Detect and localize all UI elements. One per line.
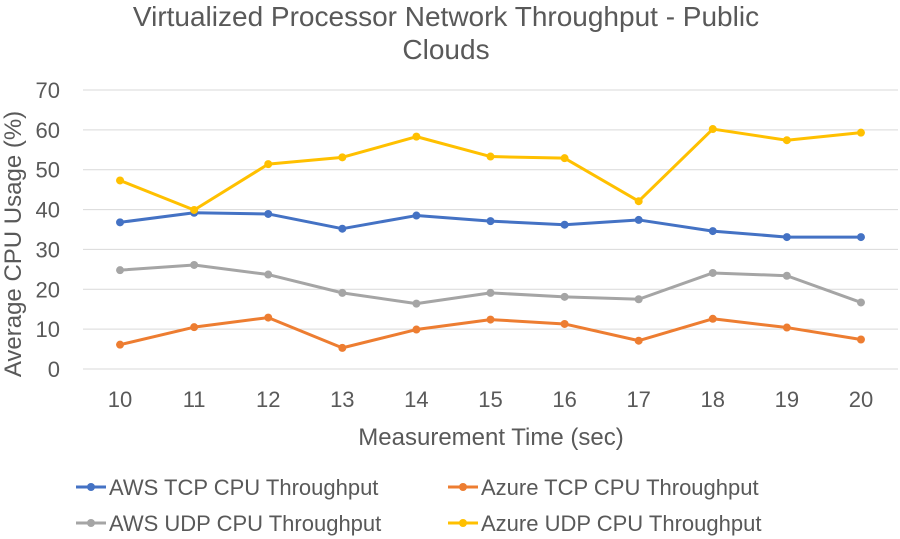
x-tick-label: 15 (478, 387, 502, 412)
chart-title: Virtualized Processor Network Throughput… (133, 1, 759, 65)
data-point (264, 270, 273, 279)
data-point (338, 288, 347, 297)
x-tick-label: 20 (849, 387, 873, 412)
y-tick-label: 0 (48, 357, 60, 382)
data-point (486, 315, 495, 324)
legend-swatch-marker (459, 519, 467, 527)
data-point (338, 343, 347, 352)
x-tick-label: 16 (552, 387, 576, 412)
x-tick-label: 17 (626, 387, 650, 412)
data-point (116, 218, 125, 227)
data-point (116, 340, 125, 349)
data-point (560, 154, 569, 163)
x-axis-label: Measurement Time (sec) (358, 424, 623, 451)
data-point (782, 136, 791, 145)
data-point (856, 335, 865, 344)
x-tick-label: 12 (256, 387, 280, 412)
data-point (634, 215, 643, 224)
legend-label: Azure UDP CPU Throughput (481, 511, 761, 536)
chart-title-line-1: Virtualized Processor Network Throughput… (133, 1, 759, 32)
legend-swatch-marker (87, 483, 95, 491)
legend-item: Azure TCP CPU Throughput (448, 475, 759, 500)
y-axis-tick-labels: 0 10 20 30 40 50 60 70 (36, 78, 60, 382)
data-point (338, 153, 347, 162)
x-tick-label: 11 (183, 387, 206, 412)
data-point (412, 211, 421, 220)
series-1 (116, 208, 865, 242)
data-point (264, 160, 273, 169)
data-point (782, 323, 791, 332)
x-tick-label: 19 (775, 387, 799, 412)
x-tick-label: 10 (108, 387, 132, 412)
data-point (560, 292, 569, 301)
legend-swatch-marker (459, 483, 467, 491)
series-3 (116, 260, 865, 308)
data-point (412, 325, 421, 334)
series-line (119, 263, 862, 306)
data-point (264, 313, 273, 322)
legend-item: AWS TCP CPU Throughput (76, 475, 378, 500)
legend-label: Azure TCP CPU Throughput (481, 475, 759, 500)
x-tick-label: 13 (330, 387, 354, 412)
y-tick-label: 30 (36, 237, 60, 262)
series-2 (116, 313, 865, 352)
data-point (560, 220, 569, 229)
legend-label: AWS UDP CPU Throughput (109, 511, 381, 536)
data-point (486, 217, 495, 226)
y-tick-label: 20 (36, 277, 60, 302)
x-axis-tick-labels: 10 11 12 13 14 15 16 17 18 19 20 (108, 387, 873, 412)
data-point (560, 319, 569, 328)
data-point (856, 128, 865, 137)
data-point (338, 224, 347, 233)
legend-label: AWS TCP CPU Throughput (109, 475, 378, 500)
data-point (190, 205, 199, 214)
data-point (412, 132, 421, 141)
data-point (190, 323, 199, 332)
data-point (634, 336, 643, 345)
data-point (264, 209, 273, 218)
data-point (856, 233, 865, 242)
chart-title-line-2: Clouds (402, 34, 489, 65)
y-tick-label: 60 (36, 118, 60, 143)
data-point (634, 197, 643, 206)
y-tick-label: 50 (36, 158, 60, 183)
data-point (116, 266, 125, 275)
data-point (634, 295, 643, 304)
data-point (708, 227, 717, 236)
y-axis-label: Average CPU Usage (%) (0, 111, 27, 377)
data-point (708, 125, 717, 134)
legend-item: Azure UDP CPU Throughput (448, 511, 761, 536)
data-point (708, 314, 717, 323)
data-point (116, 176, 125, 185)
legend-swatch-marker (87, 519, 95, 527)
series-lines (116, 125, 865, 352)
data-point (486, 288, 495, 297)
data-point (486, 152, 495, 161)
y-tick-label: 10 (36, 317, 60, 342)
series-4 (116, 125, 865, 214)
data-point (856, 298, 865, 307)
x-tick-label: 18 (701, 387, 725, 412)
legend-item: AWS UDP CPU Throughput (76, 511, 381, 536)
data-point (782, 271, 791, 280)
x-tick-label: 14 (404, 387, 428, 412)
y-tick-label: 40 (36, 198, 60, 223)
y-tick-label: 70 (36, 78, 60, 103)
data-point (412, 299, 421, 308)
data-point (708, 268, 717, 277)
legend: AWS TCP CPU Throughput Azure TCP CPU Thro… (76, 475, 761, 536)
data-point (782, 233, 791, 242)
data-point (190, 260, 199, 269)
